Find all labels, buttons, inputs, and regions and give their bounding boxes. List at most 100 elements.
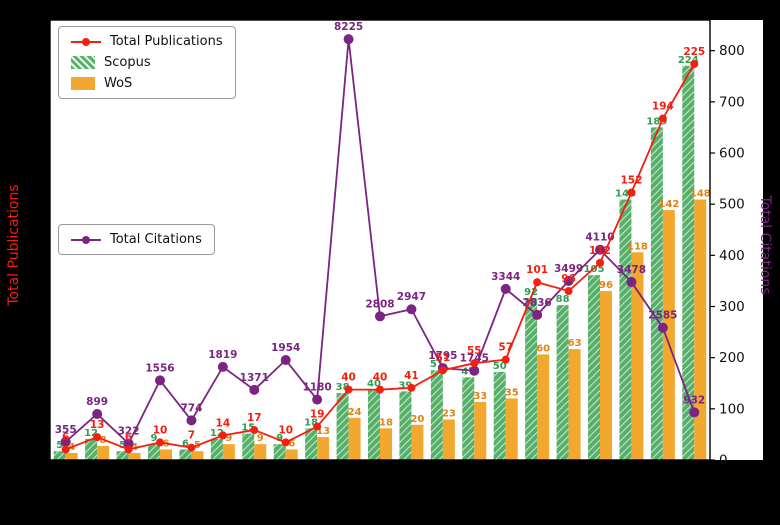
legend-citations: Total Citations [58, 224, 215, 255]
legend-label-total-publications: Total Publications [110, 34, 223, 49]
scopus-bar [525, 298, 538, 460]
right-tick-label: 100 [719, 401, 745, 417]
legend-item-wos: WoS [71, 76, 223, 91]
axes-spines [49, 19, 711, 461]
citations-marker [280, 355, 291, 366]
publications-value-label: 19 [310, 409, 325, 421]
scopus-value-label: 18 [304, 417, 318, 428]
wos-bar [160, 449, 172, 460]
right-tick-label: 700 [719, 94, 745, 110]
wos-value-label: 24 [348, 407, 362, 418]
bars-group [53, 65, 707, 461]
right-axis-ticks: 0 100 200 300 400 500 600 700 800 [710, 43, 745, 469]
scopus-bar [242, 433, 255, 460]
scopus-value-label: 5 [56, 440, 63, 451]
citations-marker [563, 275, 574, 286]
citations-value-label: 3478 [617, 264, 646, 276]
publications-marker [533, 278, 542, 287]
wos-bar [191, 451, 204, 460]
citations-value-labels: 3558993221556774181913711954118082252808… [55, 21, 705, 437]
citations-marker [689, 407, 700, 418]
scopus-value-label: 9 [151, 433, 158, 444]
scopus-swatch-icon [71, 56, 95, 69]
total-publications-line [61, 60, 699, 454]
wos-value-label: 20 [410, 414, 424, 425]
right-tick-label: 400 [719, 248, 745, 264]
publications-value-label: 17 [247, 412, 262, 424]
legend-label-scopus: Scopus [104, 55, 151, 70]
publications-value-label: 13 [90, 419, 105, 431]
wos-value-label: 35 [505, 387, 519, 398]
scopus-bar [619, 199, 632, 460]
scopus-bar [116, 451, 129, 460]
scopus-bar [650, 127, 663, 461]
wos-value-label: 148 [690, 189, 711, 200]
wos-bar [254, 444, 267, 460]
wos-bar [65, 452, 78, 460]
scopus-value-label: 88 [556, 294, 570, 305]
publications-value-label: 55 [467, 345, 482, 357]
publications-marker [281, 438, 290, 447]
publications-marker [407, 383, 416, 392]
citations-value-label: 1819 [208, 349, 237, 361]
citations-marker [186, 415, 197, 426]
scopus-bar [462, 377, 475, 460]
legend-main: Total Publications Scopus WoS [58, 26, 236, 99]
citations-value-label: 774 [180, 402, 202, 414]
publications-value-label: 40 [341, 372, 356, 384]
citations-marker [532, 309, 543, 320]
scopus-value-label: 92 [524, 287, 538, 298]
publications-marker [250, 426, 259, 435]
citations-value-label: 1954 [271, 342, 300, 354]
citations-value-label: 322 [118, 426, 140, 438]
scopus-value-label: 12 [210, 428, 224, 439]
scopus-value-label: 5 [119, 440, 126, 451]
citations-value-label: 4110 [585, 232, 614, 244]
publications-value-label: 51 [436, 352, 451, 364]
right-tick-label: 0 [719, 453, 728, 469]
wos-bar [380, 428, 392, 460]
left-axis-title: Total Publications [6, 184, 22, 306]
citations-value-label: 2947 [397, 291, 426, 303]
wos-value-label: 60 [536, 343, 550, 354]
scopus-bar [493, 372, 506, 460]
publications-marker [93, 433, 102, 442]
total-publications-line-marker-icon [71, 37, 101, 46]
right-axis-title: Total Citations [757, 195, 773, 295]
wos-value-label: 9 [225, 433, 232, 444]
scopus-value-label: 40 [367, 379, 381, 390]
citations-marker [469, 365, 480, 376]
citations-value-label: 899 [86, 396, 108, 408]
wos-bar [505, 398, 518, 460]
citations-value-label: 2585 [648, 310, 677, 322]
scopus-value-label: 50 [493, 361, 507, 372]
scopus-bar [273, 444, 286, 460]
publications-value-label: 41 [404, 370, 419, 382]
publications-marker [156, 438, 164, 447]
scopus-value-label: 6 [182, 438, 189, 449]
wos-value-label: 118 [627, 241, 648, 252]
publications-value-label: 152 [620, 174, 642, 186]
publications-marker [313, 422, 322, 431]
wos-bar [348, 417, 361, 460]
scopus-value-label: 9 [276, 433, 283, 444]
wos-bar [600, 291, 612, 460]
citations-marker [626, 277, 637, 288]
citations-marker [375, 311, 385, 322]
scopus-bar [682, 65, 695, 460]
citations-marker [657, 322, 668, 333]
scopus-value-label: 148 [615, 189, 636, 200]
right-tick-label: 200 [719, 350, 745, 366]
right-tick-label: 600 [719, 146, 745, 162]
citations-value-label: 1371 [240, 372, 269, 384]
legend-label-total-citations: Total Citations [110, 232, 202, 247]
scopus-bar [210, 438, 223, 460]
scopus-bar [399, 391, 412, 460]
total-citations-line [60, 34, 700, 449]
citations-marker [595, 244, 605, 255]
publications-value-label: 57 [498, 342, 513, 354]
wos-bar [568, 349, 581, 460]
scopus-value-label: 51 [430, 359, 444, 370]
